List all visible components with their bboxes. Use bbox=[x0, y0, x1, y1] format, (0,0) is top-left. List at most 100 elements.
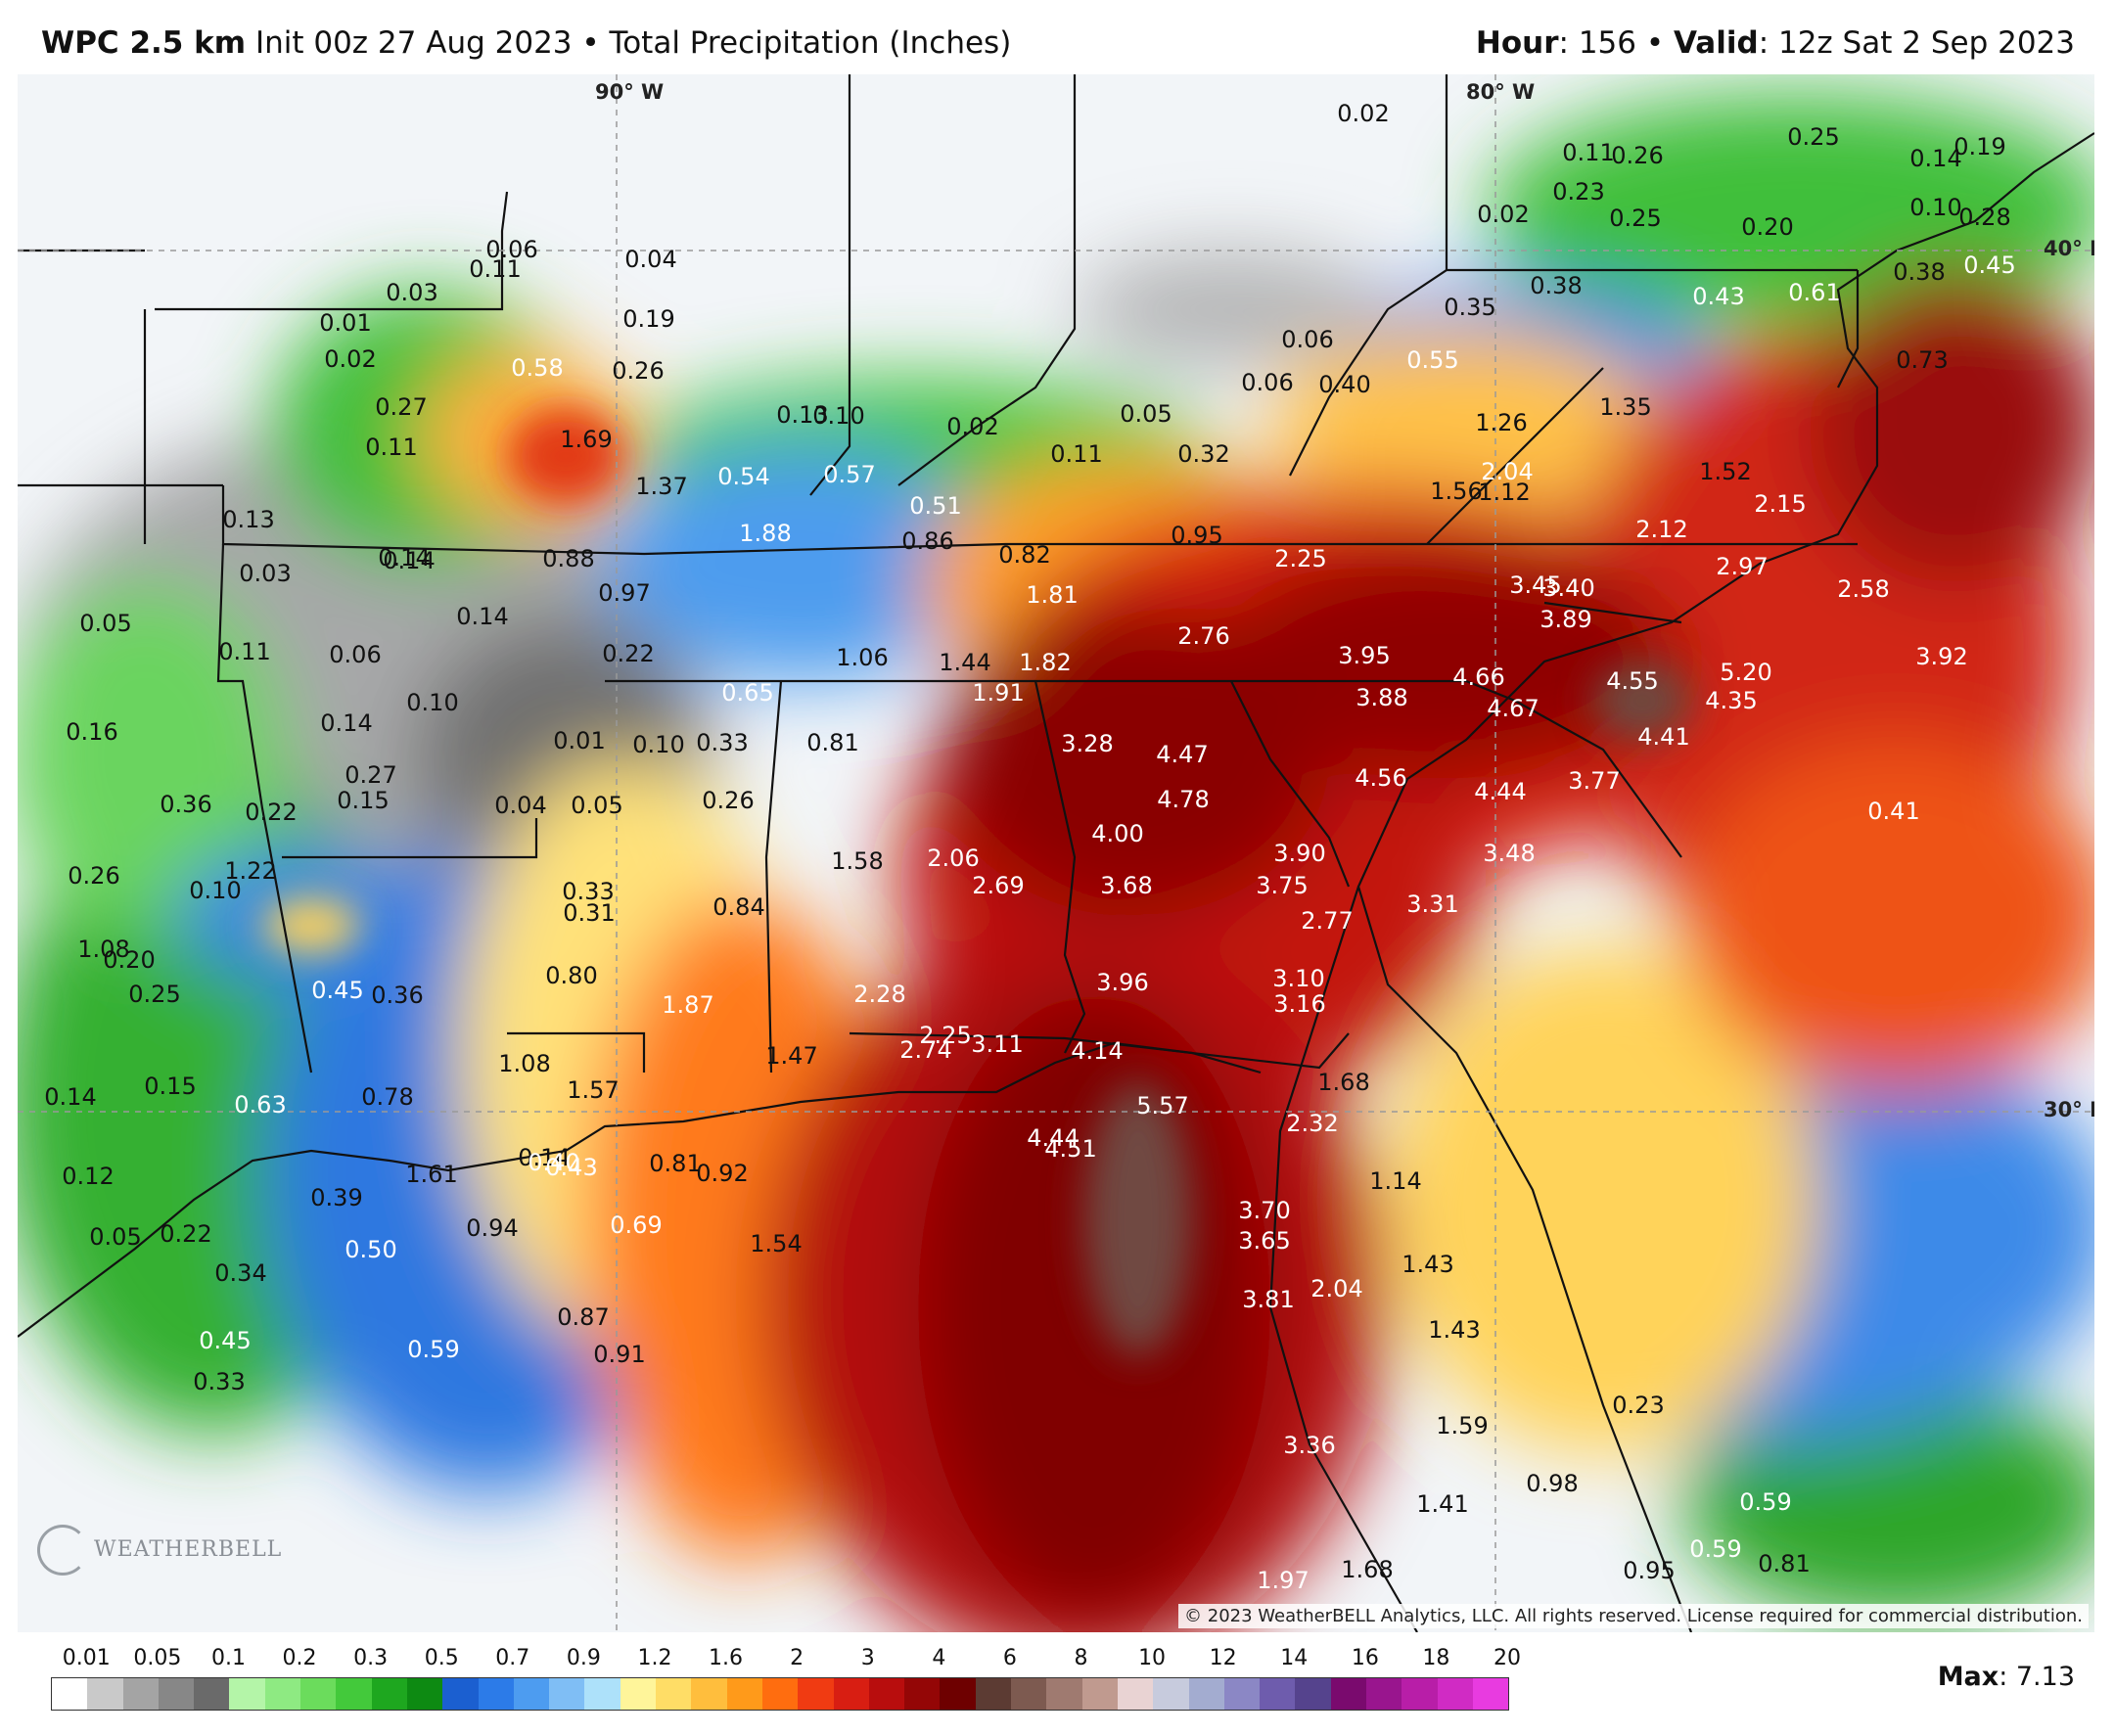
legend-color-swatch bbox=[1365, 1678, 1402, 1710]
precip-value-label: 0.45 bbox=[1963, 251, 2016, 279]
legend-tick-label: 20 bbox=[1494, 1646, 1521, 1670]
precip-value-label: 0.02 bbox=[324, 345, 377, 373]
precip-value-label: 1.81 bbox=[1026, 581, 1079, 609]
precip-value-label: 0.87 bbox=[557, 1303, 610, 1331]
legend-color-swatch bbox=[87, 1678, 123, 1710]
legend-tick-label: 4 bbox=[932, 1646, 946, 1670]
precip-value-label: 0.81 bbox=[649, 1150, 702, 1177]
precip-value-label: 1.43 bbox=[1428, 1316, 1481, 1344]
precip-value-label: 2.58 bbox=[1837, 575, 1890, 603]
precip-value-label: 0.33 bbox=[193, 1368, 246, 1395]
precip-value-label: 1.14 bbox=[1369, 1167, 1422, 1195]
precip-value-label: 0.86 bbox=[901, 527, 954, 555]
precip-map[interactable]: 90° W 80° W 40° N 30° N 0.020.110.260.25… bbox=[18, 74, 2094, 1632]
precip-value-label: 0.36 bbox=[160, 791, 212, 818]
precip-value-label: 0.65 bbox=[721, 679, 774, 707]
precip-value-label: 3.90 bbox=[1273, 840, 1326, 867]
legend-color-swatch bbox=[691, 1678, 727, 1710]
precip-value-label: 0.19 bbox=[1953, 133, 2006, 160]
precip-value-label: 0.03 bbox=[386, 279, 438, 306]
precip-value-label: 0.04 bbox=[624, 246, 677, 273]
precip-value-label: 0.20 bbox=[103, 946, 156, 974]
legend-color-swatch bbox=[1295, 1678, 1331, 1710]
precip-value-label: 0.35 bbox=[1444, 294, 1496, 321]
precip-value-label: 2.76 bbox=[1177, 622, 1230, 650]
precip-value-label: 3.75 bbox=[1256, 872, 1309, 899]
precip-value-label: 1.68 bbox=[1341, 1556, 1394, 1583]
precip-value-label: 4.67 bbox=[1487, 695, 1540, 722]
legend-color-swatch bbox=[336, 1678, 372, 1710]
lat-30n-label: 30° N bbox=[2044, 1098, 2094, 1121]
precip-value-label: 1.08 bbox=[77, 936, 130, 963]
precip-value-label: 0.05 bbox=[1120, 400, 1172, 428]
precip-value-label: 0.11 bbox=[365, 434, 418, 461]
precip-value-label: 3.10 bbox=[1272, 965, 1325, 992]
legend-tick-label: 0.05 bbox=[133, 1646, 182, 1670]
precip-value-label: 0.20 bbox=[1741, 213, 1794, 241]
precip-value-label: 0.13 bbox=[222, 506, 275, 533]
precip-value-label: 0.91 bbox=[593, 1341, 646, 1368]
legend-color-swatch bbox=[584, 1678, 620, 1710]
precip-value-label: 0.10 bbox=[812, 402, 865, 430]
precip-value-label: 0.25 bbox=[1787, 123, 1840, 151]
precip-value-label: 0.19 bbox=[622, 305, 675, 333]
precip-value-label: 0.14 bbox=[383, 547, 436, 574]
legend-color-swatch bbox=[1011, 1678, 1047, 1710]
precip-value-label: 1.59 bbox=[1436, 1412, 1489, 1439]
precip-value-label: 1.68 bbox=[1317, 1069, 1370, 1096]
legend-color-swatch bbox=[904, 1678, 941, 1710]
precip-value-label: 0.81 bbox=[806, 729, 859, 756]
legend-color-swatch bbox=[549, 1678, 585, 1710]
precip-value-label: 0.22 bbox=[160, 1220, 212, 1248]
precip-value-label: 0.25 bbox=[128, 981, 181, 1008]
precip-value-label: 1.35 bbox=[1599, 393, 1652, 421]
precip-value-label: 0.73 bbox=[1896, 346, 1949, 374]
precip-shading bbox=[18, 94, 2094, 1632]
precip-value-label: 0.15 bbox=[144, 1073, 197, 1100]
precip-value-label: 0.81 bbox=[1758, 1550, 1811, 1577]
precip-value-label: 3.11 bbox=[971, 1030, 1024, 1058]
precip-value-label: 0.32 bbox=[1177, 440, 1230, 468]
legend-labels: 0.01 0.05 0.1 0.2 0.3 0.5 0.7 0.9 1.2 1.6 2 3 4 6 8 10 1… bbox=[51, 1646, 1521, 1673]
precip-value-label: 0.55 bbox=[1406, 346, 1459, 374]
precip-value-label: 0.38 bbox=[1893, 258, 1946, 286]
legend-color-swatch bbox=[1117, 1678, 1154, 1710]
legend-color-swatch bbox=[1081, 1678, 1118, 1710]
precip-value-label: 0.06 bbox=[1281, 326, 1334, 353]
precip-value-label: 0.05 bbox=[571, 792, 623, 819]
precip-value-label: 0.88 bbox=[542, 545, 595, 572]
precip-value-label: 2.25 bbox=[1274, 545, 1327, 572]
precip-value-label: 0.92 bbox=[696, 1160, 749, 1187]
precip-value-label: 0.26 bbox=[612, 357, 665, 385]
lat-lon-lines bbox=[18, 74, 2094, 1632]
precip-value-label: 0.11 bbox=[1562, 139, 1615, 166]
precip-value-label: 0.06 bbox=[485, 236, 538, 263]
legend-color-swatch bbox=[656, 1678, 692, 1710]
max-number: : 7.13 bbox=[1999, 1662, 2075, 1692]
precip-value-label: 3.48 bbox=[1483, 840, 1536, 867]
legend-color-swatch bbox=[761, 1678, 799, 1710]
precip-value-label: 0.01 bbox=[553, 727, 606, 754]
precip-value-label: 4.51 bbox=[1044, 1135, 1097, 1163]
precip-value-label: 0.45 bbox=[199, 1327, 252, 1354]
legend-color-swatch bbox=[975, 1678, 1012, 1710]
precip-value-label: 0.16 bbox=[66, 718, 118, 746]
precip-value-label: 4.35 bbox=[1705, 687, 1758, 714]
precip-value-label: 1.43 bbox=[1402, 1251, 1454, 1278]
legend-color-swatch bbox=[798, 1678, 834, 1710]
precip-value-label: 0.51 bbox=[909, 492, 962, 520]
hour-value: : 156 bbox=[1558, 25, 1636, 61]
precip-value-label: 2.97 bbox=[1716, 553, 1769, 580]
precip-value-label: 0.02 bbox=[946, 413, 999, 440]
legend-color-swatch bbox=[1260, 1678, 1296, 1710]
precip-value-label: 4.56 bbox=[1355, 764, 1407, 792]
legend-tick-label: 2 bbox=[790, 1646, 804, 1670]
precip-value-label: 0.14 bbox=[518, 1144, 571, 1171]
precip-legend: 0.01 0.05 0.1 0.2 0.3 0.5 0.7 0.9 1.2 1.6 2 3 4 6 8 10 1… bbox=[51, 1646, 1521, 1728]
precip-value-label: 4.14 bbox=[1071, 1037, 1124, 1065]
precip-value-label: 3.96 bbox=[1096, 969, 1149, 996]
precip-value-label: 4.00 bbox=[1091, 820, 1144, 847]
precip-value-label: 1.57 bbox=[567, 1076, 620, 1104]
legend-tick-label: 0.7 bbox=[495, 1646, 530, 1670]
max-label: Max bbox=[1937, 1662, 1999, 1692]
